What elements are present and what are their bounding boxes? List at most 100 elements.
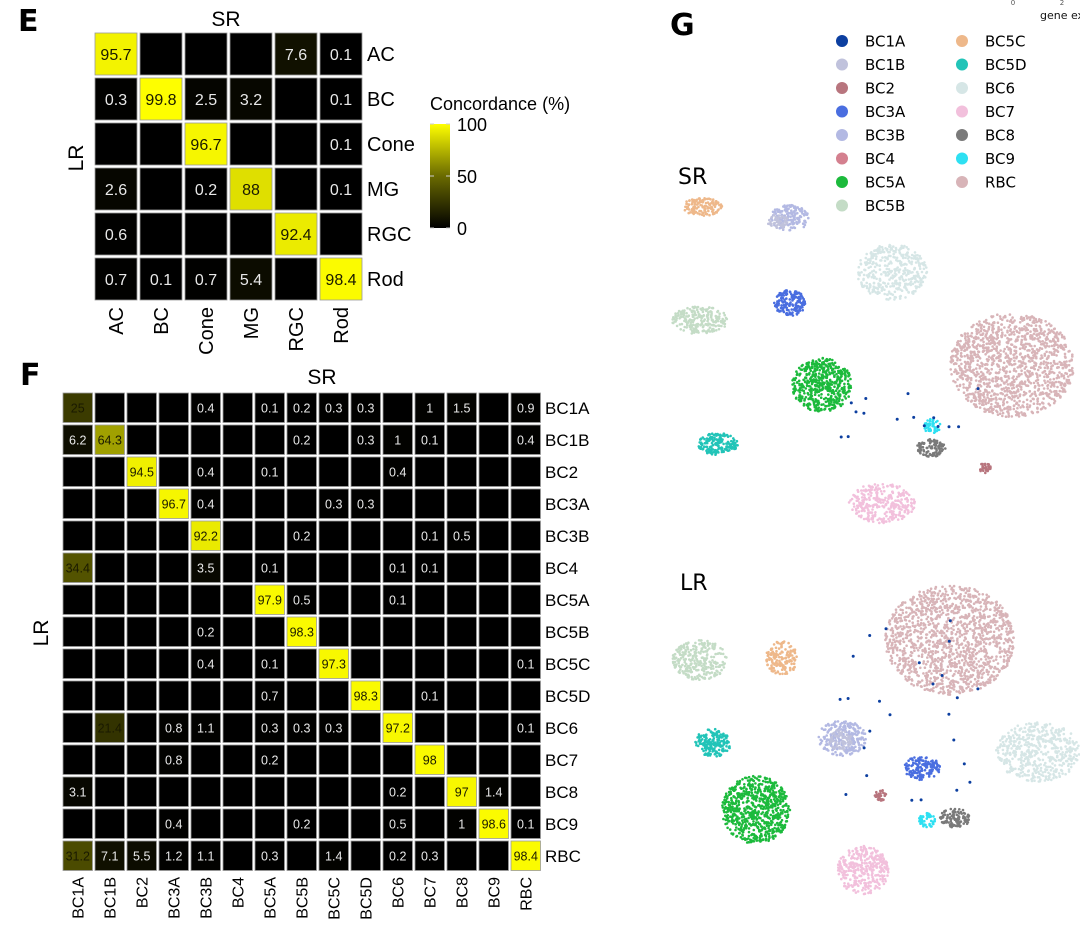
scatter-point — [962, 646, 965, 650]
scatter-point — [1031, 392, 1034, 396]
scatter-point — [1003, 389, 1007, 393]
row-label-mg: MG — [367, 179, 399, 201]
scatter-point — [1016, 406, 1019, 410]
scatter-point — [691, 309, 694, 313]
row-label-bc3b: BC3B — [545, 527, 589, 546]
scatter-point — [791, 379, 794, 382]
scatter-point — [966, 675, 969, 678]
scatter-point — [1007, 649, 1010, 653]
scatter-point — [906, 668, 910, 672]
panel-label-g: G — [670, 8, 695, 43]
scatter-point — [714, 432, 717, 436]
scatter-point — [710, 441, 714, 445]
scatter-point — [773, 208, 777, 211]
scatter-point — [969, 627, 972, 631]
scatter-point — [874, 511, 877, 514]
scatter-point — [834, 365, 838, 369]
scatter-point — [887, 517, 890, 521]
scatter-point — [974, 391, 977, 394]
heatmap-cell — [190, 424, 221, 455]
scatter-point — [973, 608, 976, 612]
cell-value-label: 0.8 — [165, 721, 182, 735]
scatter-point — [818, 368, 821, 372]
scatter-point — [698, 197, 701, 200]
scatter-point — [682, 311, 686, 315]
heatmap-cell — [139, 122, 183, 166]
heatmap-cell — [446, 680, 477, 711]
legend-marker-rbc — [956, 176, 968, 188]
heatmap-cell — [350, 424, 381, 455]
scatter-point — [838, 384, 841, 388]
scatter-point — [729, 445, 733, 448]
scatter-point — [866, 512, 870, 516]
scatter-point — [806, 381, 809, 385]
scatter-point — [1001, 403, 1005, 407]
scatter-point — [999, 655, 1002, 659]
scatter-point — [897, 605, 900, 609]
scatter-point — [969, 376, 973, 380]
scatter-point — [1012, 375, 1015, 378]
heatmap-cell — [126, 776, 157, 807]
scatter-point — [888, 292, 891, 295]
scatter-point — [898, 297, 902, 300]
scatter-point — [678, 323, 682, 326]
scatter-point — [716, 309, 720, 313]
scatter-point — [817, 376, 821, 380]
scatter-point — [916, 597, 919, 601]
scatter-point — [982, 391, 985, 395]
heatmap-cell — [350, 520, 381, 551]
scatter-point — [912, 498, 916, 501]
scatter-point — [945, 623, 949, 626]
scatter-point — [817, 406, 820, 410]
scatter-point — [930, 592, 933, 595]
heatmap-cell — [62, 456, 93, 487]
scatter-point — [777, 216, 780, 219]
row-label-bc: BC — [367, 89, 395, 111]
scatter-point — [1028, 344, 1032, 347]
scatter-point — [679, 315, 683, 318]
scatter-point — [791, 303, 794, 306]
cell-value-label: 2.5 — [195, 92, 217, 109]
scatter-point — [926, 688, 930, 691]
scatter-point — [928, 419, 932, 423]
scatter-point — [964, 341, 968, 345]
scatter-point — [979, 469, 982, 473]
scatter-point — [984, 320, 987, 323]
scatter-point — [1003, 314, 1007, 318]
scatter-point — [1040, 347, 1044, 351]
scatter-point — [910, 260, 914, 264]
scatter-point — [991, 390, 994, 393]
scatter-point — [966, 356, 970, 360]
scatter-point — [965, 397, 968, 401]
scatter-point — [856, 506, 860, 510]
col-label-bc7: BC7 — [423, 877, 440, 908]
scatter-point — [705, 323, 708, 326]
heatmap-cell — [94, 520, 125, 551]
scatter-point — [1066, 381, 1069, 385]
scatter-point — [1020, 411, 1023, 414]
scatter-point — [849, 499, 852, 502]
cell-value-label: 0.1 — [261, 657, 278, 671]
scatter-point — [988, 385, 992, 389]
scatter-point — [798, 300, 801, 303]
scatter-point — [1010, 363, 1014, 367]
heatmap-cell — [414, 520, 445, 551]
scatter-point — [1046, 384, 1049, 388]
scatter-point — [995, 611, 999, 615]
heatmap-cell — [318, 840, 349, 871]
cell-value-label: 0.1 — [261, 465, 278, 479]
scatter-point — [732, 440, 735, 443]
scatter-point — [840, 386, 844, 390]
scatter-point — [968, 381, 971, 385]
scatter-point — [1015, 401, 1019, 405]
scatter-point — [795, 301, 798, 305]
scatter-point — [1007, 412, 1010, 416]
cell-value-label: 64.3 — [98, 433, 122, 447]
scatter-point — [696, 305, 700, 309]
scatter-point — [1050, 329, 1053, 332]
scatter-point — [1024, 365, 1028, 369]
scatter-point — [1026, 328, 1030, 332]
scatter-point — [1011, 316, 1014, 319]
cell-value-label: 0.6 — [105, 227, 127, 244]
scatter-point — [896, 259, 899, 263]
